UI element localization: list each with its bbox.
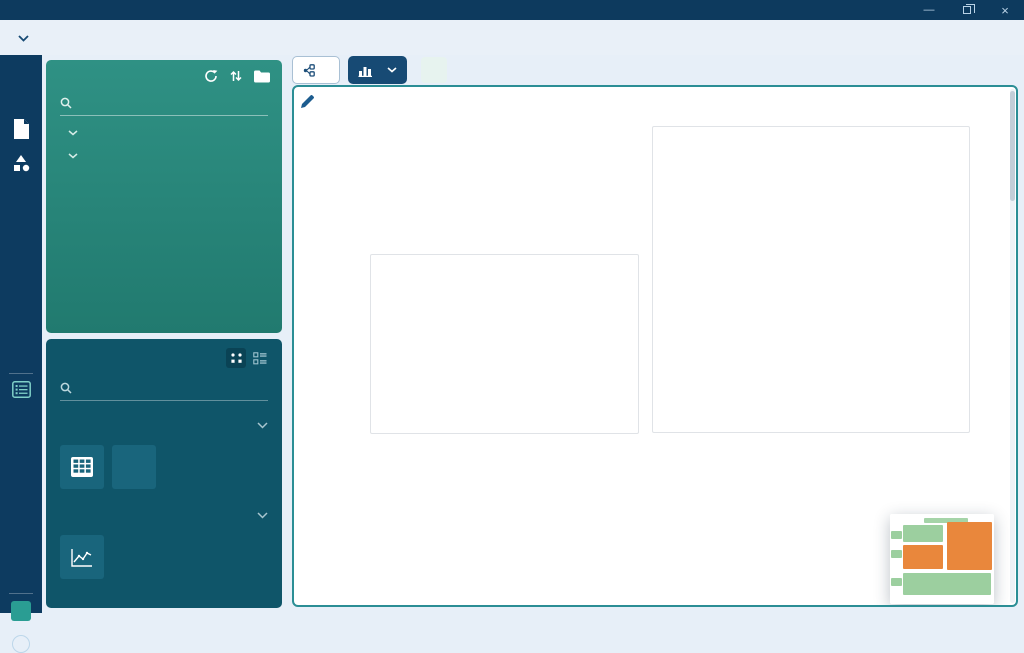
app-header — [0, 20, 1024, 55]
chevron-down-icon[interactable] — [18, 35, 29, 42]
timeseries1-chart[interactable] — [370, 254, 639, 434]
data-files-section[interactable] — [46, 122, 282, 141]
pencil-icon — [301, 95, 314, 108]
general-group-swatch — [60, 416, 78, 434]
dashboard-canvas — [292, 85, 1018, 607]
chevron-down-icon — [68, 153, 78, 159]
search-icon — [60, 382, 72, 394]
window-titlebar: — × — [0, 0, 1024, 20]
network-icon — [303, 63, 315, 77]
chevron-down-icon — [257, 511, 268, 519]
folder-icon[interactable] — [254, 70, 270, 83]
nodes-icon[interactable] — [0, 155, 42, 172]
drag-preview-widget[interactable] — [890, 514, 994, 604]
timeseries2-chart[interactable] — [652, 126, 970, 433]
help-icon — [12, 635, 30, 653]
bar-chart-icon — [358, 66, 372, 77]
line-chart-widget-tile[interactable] — [60, 535, 104, 579]
add-tab-button[interactable] — [421, 57, 447, 83]
close-icon[interactable]: × — [1001, 2, 1009, 18]
viz-search-input[interactable] — [80, 381, 240, 395]
minimize-icon[interactable]: — — [923, 4, 935, 16]
viz-group-line-charts[interactable] — [46, 497, 282, 533]
restore-icon[interactable] — [948, 0, 986, 20]
data-search-input[interactable] — [80, 96, 240, 110]
info-button[interactable] — [0, 601, 42, 621]
chevron-down-icon — [257, 421, 268, 429]
tab-dashboard[interactable] — [348, 56, 407, 84]
text-widget-tile[interactable] — [112, 445, 156, 489]
line-chart-icon — [71, 548, 92, 567]
data-search[interactable] — [60, 91, 268, 116]
canvas-scrollbar[interactable] — [1010, 89, 1015, 603]
data-files-icon[interactable] — [0, 119, 42, 140]
viz-group-general[interactable] — [46, 407, 282, 443]
info-icon — [11, 601, 31, 621]
list-view-icon[interactable] — [250, 348, 270, 368]
chevron-down-icon — [68, 130, 78, 136]
grid-view-icon[interactable] — [226, 348, 246, 368]
forms-icon[interactable] — [0, 381, 42, 398]
sort-icon[interactable] — [230, 69, 242, 83]
table-widget-tile[interactable] — [60, 445, 104, 489]
table-icon — [71, 457, 93, 477]
viz-search[interactable] — [60, 376, 268, 401]
help-button[interactable] — [0, 635, 42, 653]
tab-network[interactable] — [292, 56, 340, 84]
left-rail — [0, 55, 42, 653]
data-panel — [46, 60, 282, 333]
visualizations-panel — [46, 339, 282, 608]
refresh-icon[interactable] — [204, 69, 218, 83]
display-nodes-section[interactable] — [46, 141, 282, 164]
search-icon — [60, 97, 72, 109]
line-charts-group-swatch — [60, 506, 78, 524]
edit-dashboard-button[interactable] — [300, 94, 315, 109]
chevron-down-icon — [387, 67, 397, 73]
